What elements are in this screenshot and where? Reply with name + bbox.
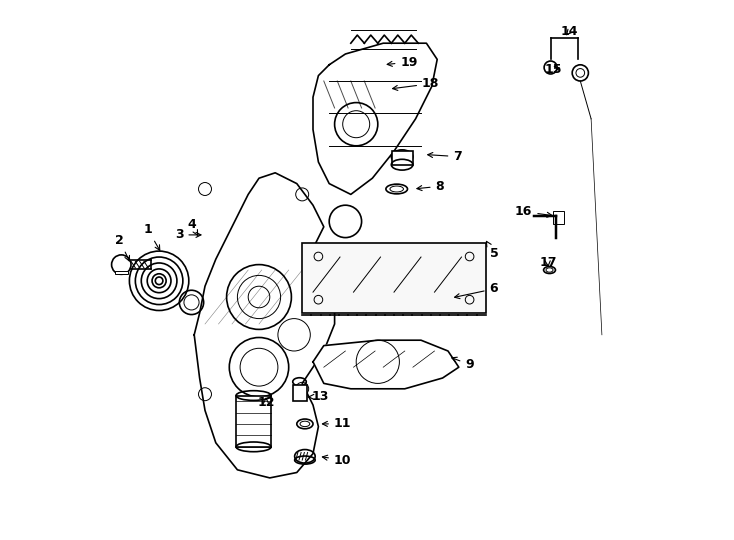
- Text: 6: 6: [454, 282, 498, 299]
- Bar: [115, 271, 128, 274]
- Text: 19: 19: [388, 56, 418, 69]
- Bar: [236, 395, 271, 447]
- Text: 8: 8: [417, 180, 444, 193]
- Bar: [553, 211, 564, 224]
- Text: 7: 7: [428, 150, 462, 163]
- Text: 17: 17: [539, 256, 556, 269]
- Text: 1: 1: [143, 223, 160, 251]
- Text: 4: 4: [187, 218, 198, 236]
- Text: 13: 13: [308, 390, 329, 403]
- Text: 3: 3: [175, 228, 201, 241]
- Text: 12: 12: [258, 396, 275, 409]
- Text: 5: 5: [487, 241, 498, 260]
- Text: 15: 15: [545, 63, 562, 76]
- Text: 10: 10: [322, 454, 352, 467]
- Polygon shape: [313, 340, 459, 389]
- Text: 9: 9: [451, 357, 474, 371]
- Text: 2: 2: [115, 234, 129, 261]
- Bar: [392, 151, 413, 165]
- Text: 16: 16: [515, 205, 552, 218]
- Polygon shape: [313, 43, 437, 194]
- Text: 18: 18: [393, 77, 440, 90]
- Circle shape: [156, 277, 163, 285]
- Text: 14: 14: [561, 25, 578, 38]
- Text: 11: 11: [322, 417, 352, 430]
- Bar: [302, 243, 486, 313]
- Bar: [293, 385, 307, 401]
